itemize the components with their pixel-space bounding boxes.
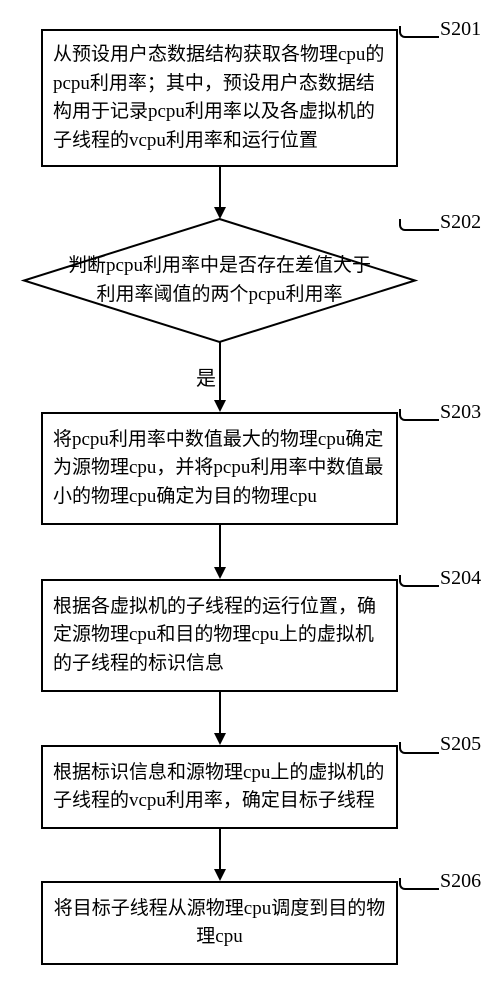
step-s206-connector: [399, 878, 439, 890]
step-s201-connector: [399, 26, 439, 38]
step-s203-label: S203: [440, 401, 481, 424]
step-s203-box: 将pcpu利用率中数值最大的物理cpu确定为源物理cpu，并将pcpu利用率中数…: [41, 412, 398, 525]
step-s204-text: 根据各虚拟机的子线程的运行位置，确定源物理cpu和目的物理cpu上的虚拟机的子线…: [53, 593, 386, 679]
step-s202-textwrap: 判断pcpu利用率中是否存在差值大于利用率阈值的两个pcpu利用率: [64, 247, 375, 314]
step-s204-box: 根据各虚拟机的子线程的运行位置，确定源物理cpu和目的物理cpu上的虚拟机的子线…: [41, 579, 398, 692]
edge-label-yes: 是: [196, 362, 216, 391]
step-s202-connector: [399, 219, 439, 231]
step-s206-text: 将目标子线程从源物理cpu调度到目的物理cpu: [53, 895, 386, 952]
step-s203-text: 将pcpu利用率中数值最大的物理cpu确定为源物理cpu，并将pcpu利用率中数…: [53, 426, 386, 512]
arrow-s201-s202: [210, 167, 230, 219]
step-s206-box: 将目标子线程从源物理cpu调度到目的物理cpu: [41, 881, 398, 965]
step-s205-text: 根据标识信息和源物理cpu上的虚拟机的子线程的vcpu利用率，确定目标子线程: [53, 759, 386, 816]
step-s201-label: S201: [440, 18, 481, 41]
arrow-s205-s206: [210, 829, 230, 881]
step-s205-label: S205: [440, 733, 481, 756]
step-s202-text: 判断pcpu利用率中是否存在差值大于利用率阈值的两个pcpu利用率: [64, 252, 375, 309]
arrow-s204-s205: [210, 692, 230, 745]
step-s204-label: S204: [440, 567, 481, 590]
step-s204-connector: [399, 575, 439, 587]
step-s205-box: 根据标识信息和源物理cpu上的虚拟机的子线程的vcpu利用率，确定目标子线程: [41, 745, 398, 829]
step-s205-connector: [399, 742, 439, 754]
arrow-s203-s204: [210, 525, 230, 579]
step-s201-box: 从预设用户态数据结构获取各物理cpu的pcpu利用率；其中，预设用户态数据结构用…: [41, 29, 398, 167]
step-s206-label: S206: [440, 870, 481, 893]
step-s202-label: S202: [440, 211, 481, 234]
step-s201-text: 从预设用户态数据结构获取各物理cpu的pcpu利用率；其中，预设用户态数据结构用…: [53, 41, 386, 155]
step-s203-connector: [399, 409, 439, 421]
